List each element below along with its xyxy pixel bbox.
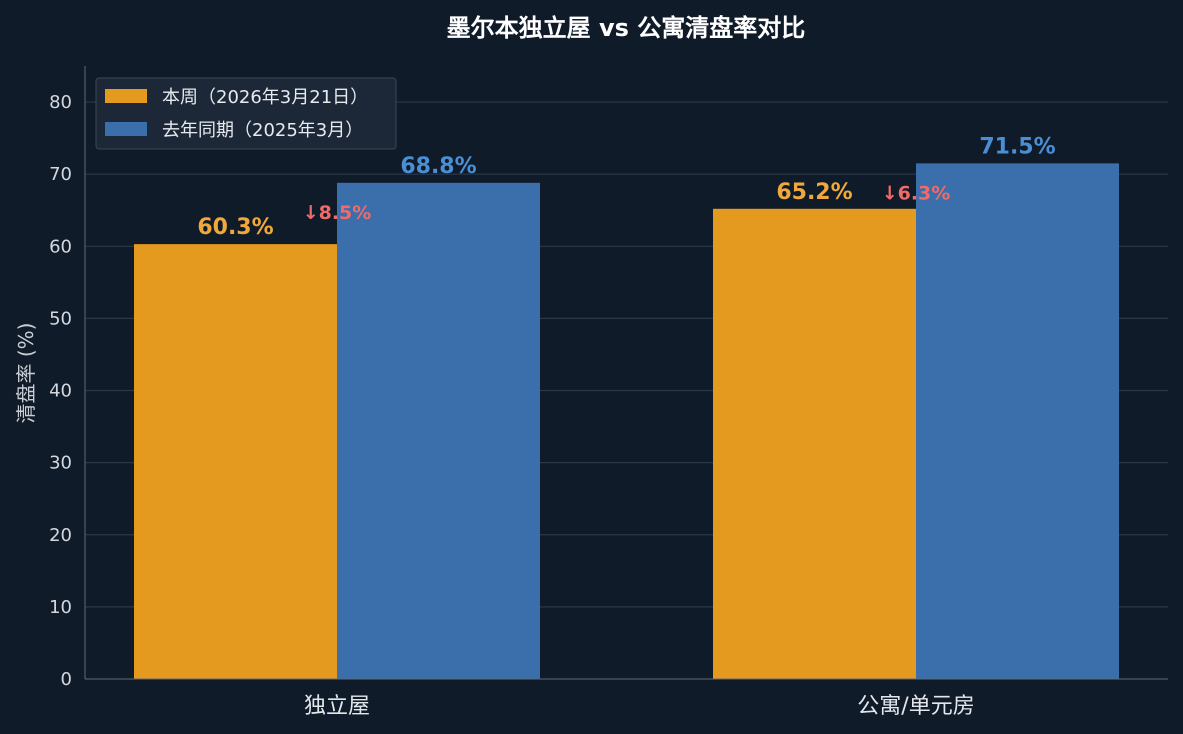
legend-swatch-last-year bbox=[105, 122, 147, 136]
y-tick-label: 0 bbox=[61, 669, 72, 690]
bar-current bbox=[713, 208, 916, 679]
chart-title: 墨尔本独立屋 vs 公寓清盘率对比 bbox=[447, 14, 806, 42]
bar-value-label: 65.2% bbox=[776, 180, 852, 205]
y-tick-label: 70 bbox=[49, 164, 72, 185]
legend-swatch-current bbox=[105, 89, 147, 103]
y-tick-labels: 0 10 20 30 40 50 60 70 80 bbox=[49, 92, 72, 690]
bar-value-label: 68.8% bbox=[400, 154, 476, 179]
change-annotation: ↓6.3% bbox=[882, 182, 951, 204]
y-tick-label: 10 bbox=[49, 597, 72, 618]
legend-box bbox=[95, 77, 397, 150]
x-tick-label: 独立屋 bbox=[304, 694, 370, 719]
bar-value-label: 71.5% bbox=[979, 134, 1055, 159]
bar-last-year bbox=[337, 182, 540, 680]
bar-last-year bbox=[916, 163, 1119, 679]
y-tick-label: 20 bbox=[49, 525, 72, 546]
y-tick-label: 80 bbox=[49, 92, 72, 113]
bars bbox=[134, 163, 1119, 680]
legend-label-current: 本周（2026年3月21日） bbox=[162, 87, 368, 108]
bar-current bbox=[134, 244, 337, 679]
data-labels: 60.3% 68.8% 65.2% 71.5% bbox=[197, 134, 1055, 240]
y-axis-title: 清盘率 (%) bbox=[14, 323, 38, 424]
legend-label-last-year: 去年同期（2025年3月） bbox=[162, 120, 363, 141]
x-tick-label: 公寓/单元房 bbox=[857, 694, 974, 719]
annotations: ↓8.5% ↓6.3% bbox=[303, 182, 951, 223]
y-tick-label: 40 bbox=[49, 381, 72, 402]
y-tick-label: 30 bbox=[49, 453, 72, 474]
bar-value-label: 60.3% bbox=[197, 215, 273, 240]
change-annotation: ↓8.5% bbox=[303, 202, 372, 224]
y-tick-label: 60 bbox=[49, 236, 72, 257]
legend: 本周（2026年3月21日） 去年同期（2025年3月） bbox=[95, 77, 397, 150]
y-tick-label: 50 bbox=[49, 308, 72, 329]
x-tick-labels: 独立屋 公寓/单元房 bbox=[304, 694, 975, 719]
